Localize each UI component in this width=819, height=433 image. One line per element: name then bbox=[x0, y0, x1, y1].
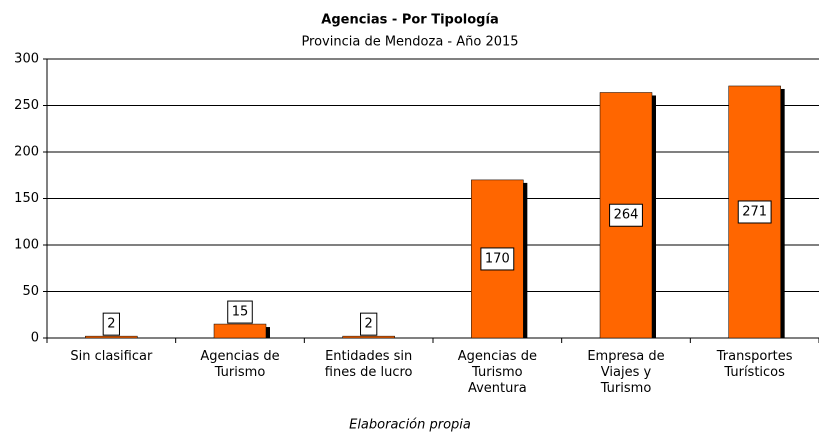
y-tick-label: 100 bbox=[14, 238, 39, 253]
y-tick-label: 300 bbox=[14, 52, 39, 67]
y-tick-label: 50 bbox=[22, 284, 39, 299]
value-label-box bbox=[102, 312, 120, 336]
value-label-group: 170 bbox=[480, 247, 515, 271]
value-label: 2 bbox=[365, 317, 373, 332]
y-tick-label: 150 bbox=[14, 191, 39, 206]
bar bbox=[213, 323, 267, 339]
chart-title: Agencias - Por Tipología bbox=[321, 13, 498, 28]
x-tick-label: Sin clasificar bbox=[70, 349, 153, 364]
value-label: 170 bbox=[485, 251, 510, 266]
x-tick-label: Transportes Turísticos bbox=[716, 349, 793, 380]
value-label: 271 bbox=[742, 204, 767, 219]
y-tick-label: 200 bbox=[14, 145, 39, 160]
x-tick-label: Empresa de Viajes y Turismo bbox=[587, 349, 665, 396]
value-label: 2 bbox=[107, 317, 115, 332]
value-label-box bbox=[737, 200, 772, 224]
value-label-group: 2 bbox=[102, 312, 120, 336]
bar bbox=[342, 335, 395, 339]
x-tick-label: Agencias de Turismo bbox=[200, 349, 280, 380]
y-tick-label: 250 bbox=[14, 98, 39, 113]
footnote: Elaboración propia bbox=[349, 418, 471, 433]
x-tick-label: Agencias de Turismo Aventura bbox=[457, 349, 537, 396]
value-label-box bbox=[609, 203, 643, 227]
value-label-box bbox=[360, 312, 378, 336]
value-label-group: 2 bbox=[360, 312, 378, 336]
value-label-box bbox=[227, 300, 253, 324]
value-label-box bbox=[480, 247, 515, 271]
x-tick-label: Entidades sin fines de lucro bbox=[324, 349, 413, 380]
chart-subtitle: Provincia de Mendoza - Año 2015 bbox=[301, 35, 518, 50]
value-label-group: 264 bbox=[609, 203, 643, 227]
value-label-group: 15 bbox=[227, 300, 253, 324]
y-tick-label: 0 bbox=[31, 331, 39, 346]
bar bbox=[85, 335, 138, 339]
value-label-group: 271 bbox=[737, 200, 772, 224]
value-label: 264 bbox=[614, 208, 639, 223]
value-label: 15 bbox=[232, 305, 249, 320]
